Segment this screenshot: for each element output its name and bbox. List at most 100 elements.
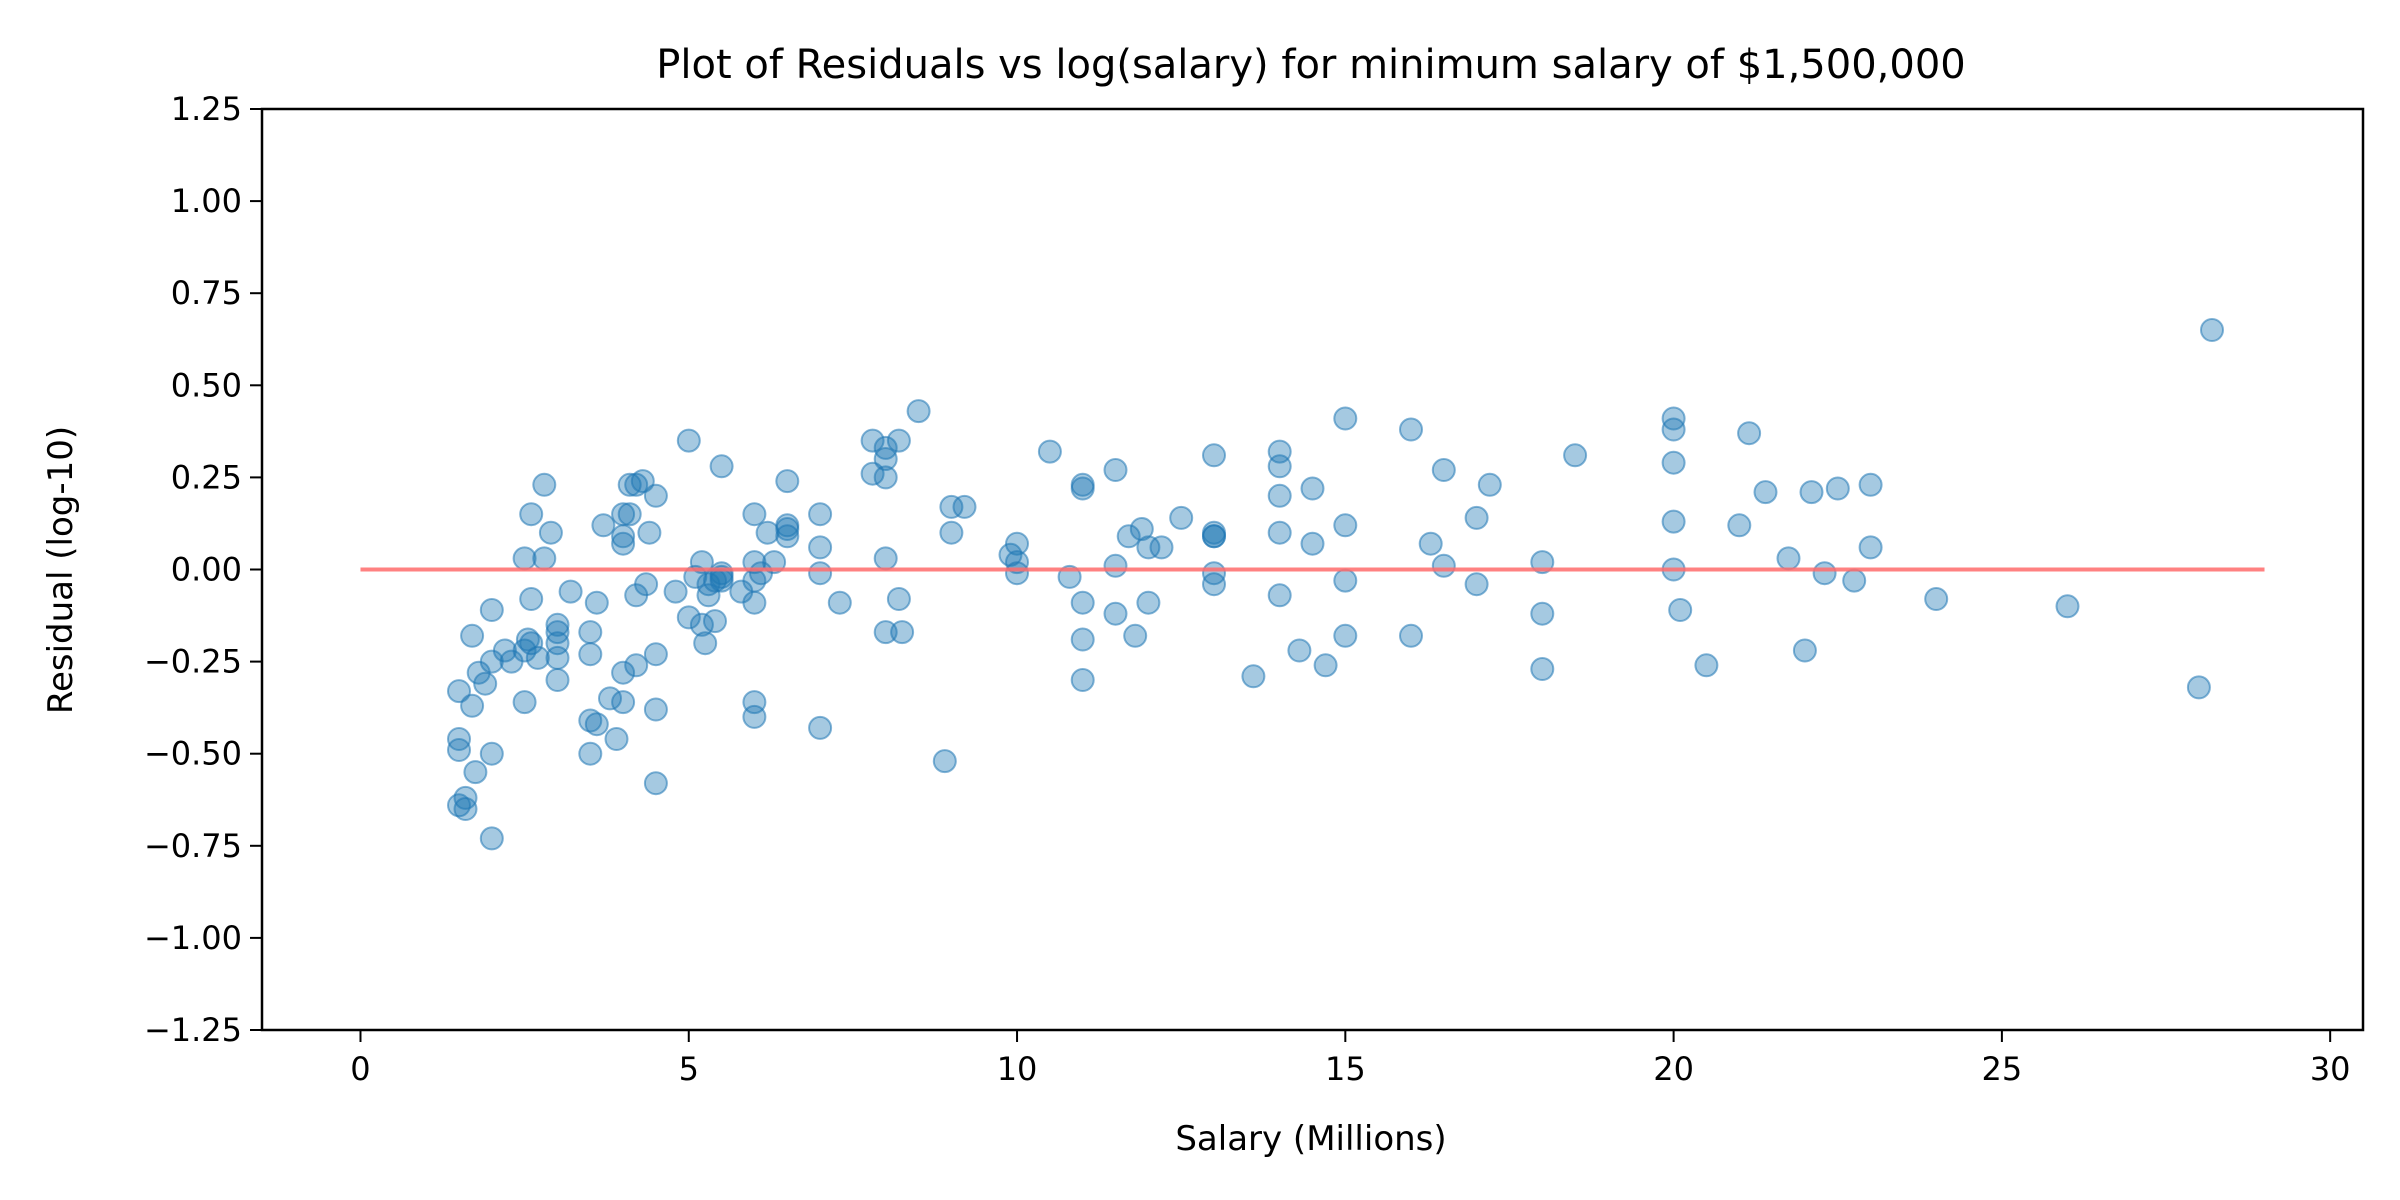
scatter-point <box>808 535 833 560</box>
scatter-point <box>1005 531 1029 556</box>
scatter-point <box>1399 623 1423 648</box>
scatter-point <box>611 660 636 685</box>
scatter-point <box>873 447 898 471</box>
scatter-point <box>479 741 504 766</box>
scatter-point <box>519 631 544 656</box>
scatter-point <box>1431 553 1456 578</box>
scatter-point <box>808 715 833 740</box>
scatter-point <box>775 469 800 494</box>
scatter-point <box>1399 417 1423 442</box>
scatter-point <box>604 727 629 751</box>
scatter-point <box>512 690 537 715</box>
scatter-point <box>1129 517 1154 541</box>
scatter-point <box>890 620 915 645</box>
scatter-point <box>1333 568 1358 593</box>
scatter-point <box>515 627 540 652</box>
x-tick-label: 30 <box>2310 1050 2351 1088</box>
x-tick-label: 10 <box>997 1050 1038 1088</box>
scatter-point <box>643 642 668 667</box>
scatter-point <box>1792 638 1817 663</box>
scatter-point <box>1727 513 1752 538</box>
x-axis-label: Salary (Millions) <box>1175 1119 1446 1159</box>
scatter-point <box>775 517 800 541</box>
scatter-point <box>479 826 504 851</box>
y-tick-label: −0.25 <box>144 643 242 681</box>
x-axis: 0 5 10 15 20 25 30 <box>350 1030 2351 1088</box>
scatter-point <box>939 520 964 545</box>
scatter-point <box>2200 318 2224 342</box>
scatter-point <box>1267 583 1292 608</box>
scatter-point <box>1070 590 1095 615</box>
scatter-point <box>1116 524 1141 549</box>
scatter-point <box>624 472 649 497</box>
y-tick-label: 0.50 <box>171 366 242 404</box>
scatter-point <box>447 793 471 818</box>
scatter-point <box>886 428 911 453</box>
scatter-point <box>558 579 583 604</box>
scatter-point <box>479 598 504 622</box>
scatter-point <box>808 561 833 586</box>
scatter-point <box>1005 561 1029 586</box>
scatter-point <box>584 590 609 615</box>
scatter-point <box>1842 568 1867 593</box>
y-axis-label: Residual (log-10) <box>41 426 81 714</box>
scatter-point <box>545 668 570 692</box>
scatter-point <box>525 645 550 670</box>
scatter-point <box>1169 505 1194 530</box>
y-tick-label: −0.50 <box>144 735 242 773</box>
scatter-point <box>1202 572 1226 597</box>
scatter-point <box>643 697 668 722</box>
y-axis: −1.25 −1.00 −0.75 −0.50 −0.25 0.00 0.25 0.50 0.7… <box>144 90 262 1049</box>
scatter-point <box>932 749 957 774</box>
scatter-point <box>808 502 833 527</box>
y-tick-label: 0.00 <box>171 551 242 589</box>
y-tick-label: −0.75 <box>144 827 242 865</box>
scatter-point <box>634 572 659 597</box>
scatter-point <box>1799 480 1824 505</box>
scatter-point <box>519 587 544 611</box>
scatter-point <box>775 524 800 549</box>
scatter-point <box>1103 601 1128 626</box>
scatter-point <box>1563 443 1588 468</box>
scatter-point <box>545 612 570 637</box>
scatter-point <box>463 760 488 785</box>
scatter-point <box>1530 657 1555 681</box>
y-tick-label: −1.25 <box>144 1011 242 1049</box>
scatter-point <box>578 741 603 766</box>
scatter-point <box>827 590 852 615</box>
scatter-point <box>611 690 636 715</box>
y-tick-label: 0.25 <box>171 458 242 496</box>
scatter-point <box>742 502 767 527</box>
scatter-point <box>1123 623 1148 648</box>
scatter-point <box>1668 598 1693 622</box>
scatter-point <box>886 587 911 611</box>
scatter-point <box>755 520 780 545</box>
x-tick-label: 0 <box>350 1050 370 1088</box>
scatter-point <box>643 483 668 508</box>
scatter-point <box>1694 653 1719 678</box>
scatter-point <box>1267 483 1292 508</box>
scatter-point <box>742 590 767 615</box>
scatter-point <box>1812 561 1837 586</box>
scatter-point <box>1136 535 1161 560</box>
scatter-point <box>519 502 544 527</box>
scatter-point <box>447 738 471 762</box>
scatter-point <box>1464 505 1489 530</box>
scatter-point <box>1477 472 1502 497</box>
scatter-point <box>1333 513 1358 538</box>
scatter-point <box>906 399 931 424</box>
y-tick-label: 0.75 <box>171 274 242 312</box>
scatter-point <box>1753 480 1778 505</box>
scatter-point <box>1661 509 1686 534</box>
scatter-point <box>545 645 570 670</box>
scatter-point <box>624 653 649 678</box>
scatter-point <box>1267 454 1292 479</box>
y-tick-label: 1.00 <box>171 182 242 220</box>
scatter-point <box>1103 458 1128 482</box>
scatter-point <box>939 494 964 519</box>
scatter-point <box>637 520 662 545</box>
scatter-point <box>1136 590 1161 615</box>
scatter-point <box>578 708 603 733</box>
